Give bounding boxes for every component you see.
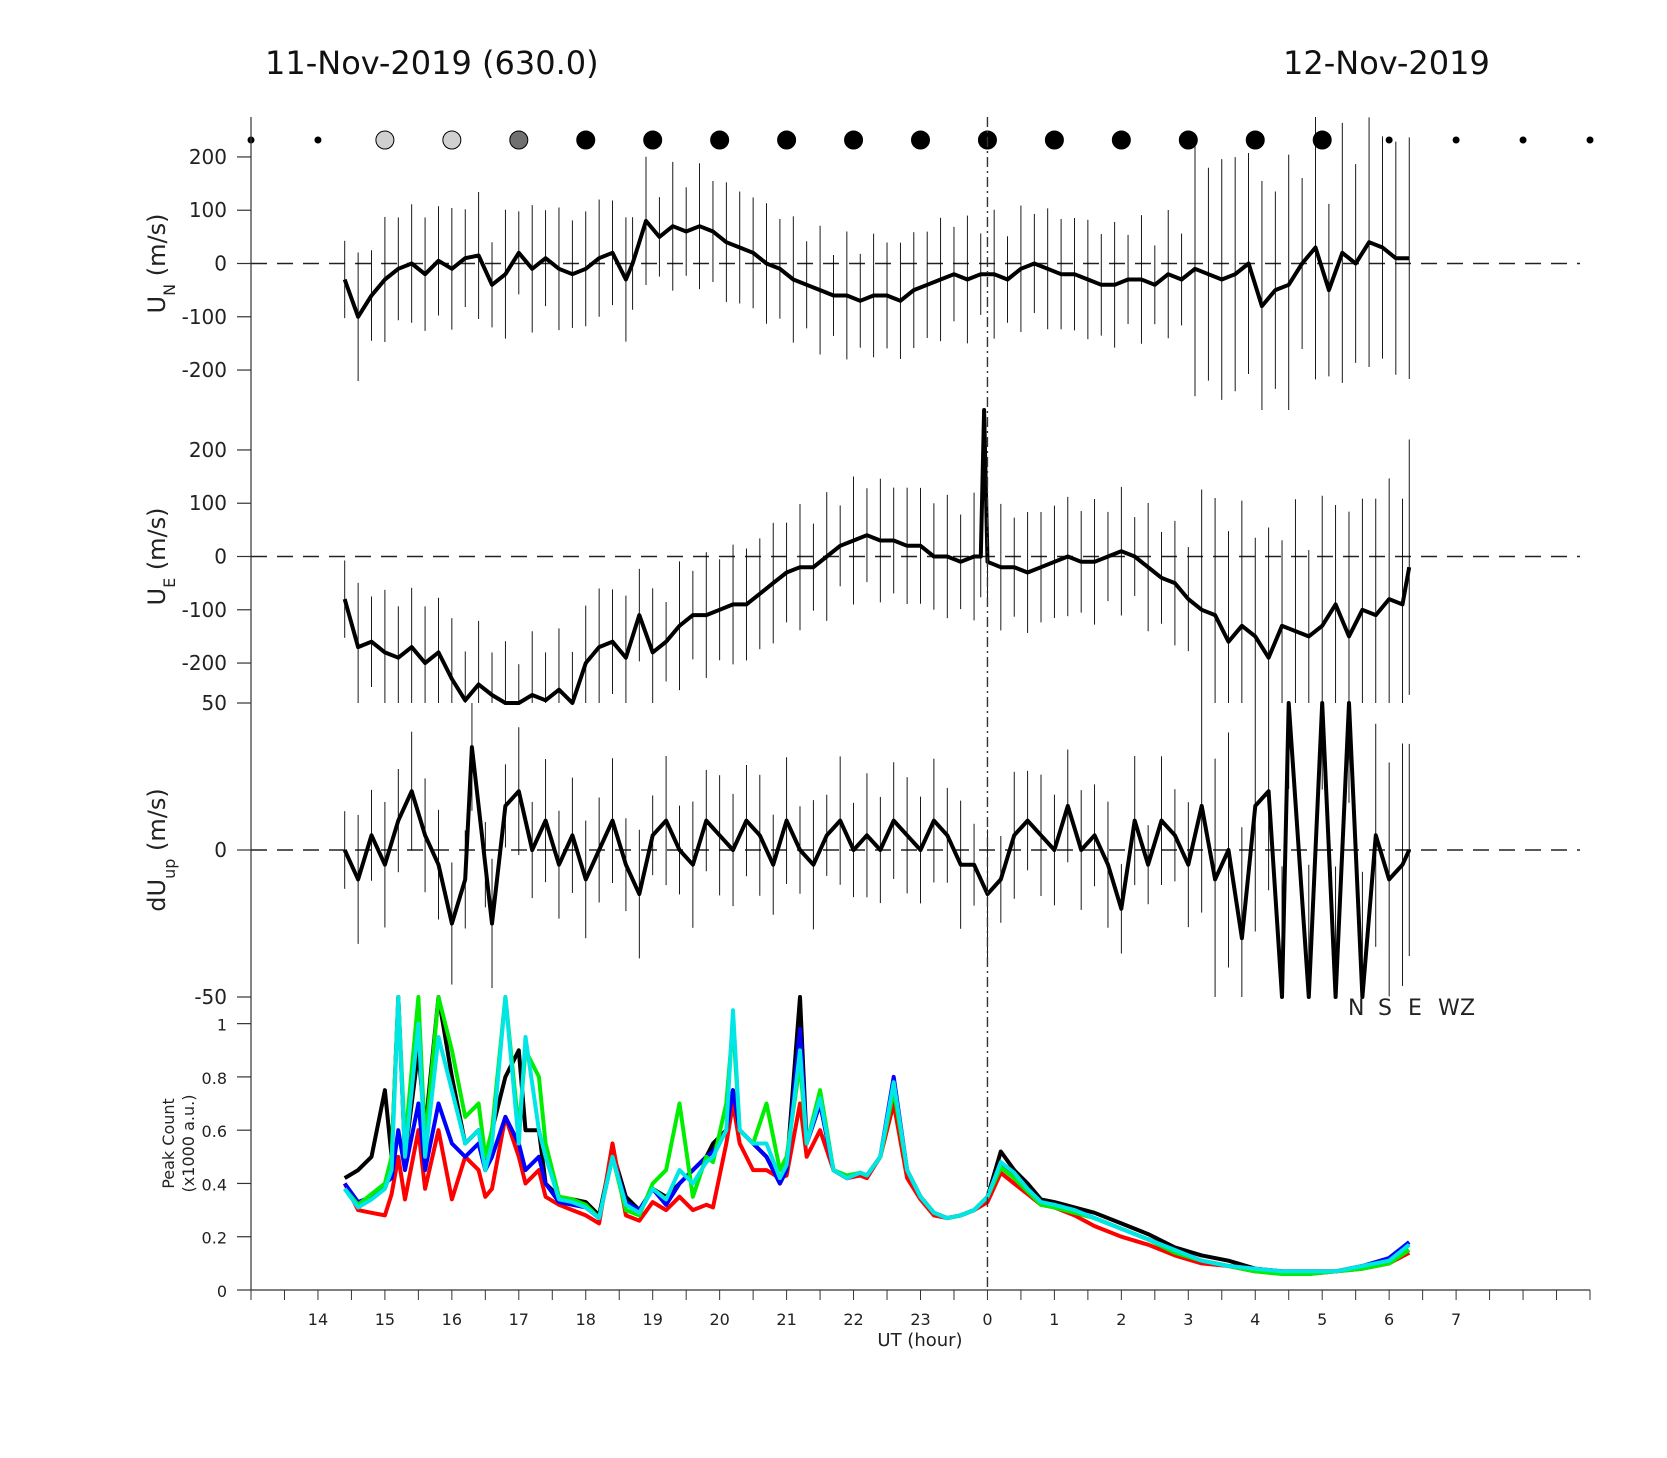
y-axis-label-unit: (x1000 a.u.) [179,1095,198,1193]
cloud-marker [509,130,529,150]
y-tick-label: -100 [182,305,227,329]
legend-entry-S: S [1378,996,1392,1021]
cloud-marker [1586,136,1594,144]
cloud-marker [1519,136,1527,144]
y-tick-label: -100 [182,598,227,622]
panel-north-wind: 200 100 0 -100 -200 UN (m/s) [143,117,1580,410]
y-tick-label: 0 [214,252,227,276]
x-tick-label: 18 [576,1310,596,1329]
x-tick-label: 15 [375,1310,395,1329]
y-tick-label: 0 [217,1282,227,1301]
series-line [342,408,1412,705]
y-tick-label: 100 [189,491,227,515]
y-tick-label: 200 [189,145,227,169]
y-tick-label: -200 [182,651,227,675]
x-tick-label: 17 [509,1310,529,1329]
y-tick-label: 0 [214,545,227,569]
series-line [342,218,1410,319]
cloud-marker [1245,130,1265,150]
cloud-marker [442,130,462,150]
legend-entry-N: N [1348,996,1364,1021]
x-tick-label: 6 [1384,1310,1394,1329]
x-axis-label: UT (hour) [877,1330,962,1351]
x-tick-label: 21 [776,1310,796,1329]
cloud-marker [375,130,395,150]
cloud-marker [1111,130,1131,150]
y-tick-label: 50 [202,691,227,715]
series-line-S [342,1101,1411,1276]
y-tick-label: 0 [214,838,227,862]
cloud-marker [1452,136,1460,144]
series-line-Z [343,995,1411,1274]
x-tick-label: 2 [1116,1310,1126,1329]
panel-vertical-wind: 50 0 -50 dUup (m/s) [143,691,1580,1009]
y-tick-label: -200 [182,358,227,382]
chart-title-right: 12-Nov-2019 [1283,44,1490,82]
chart-title-left: 11-Nov-2019 (630.0) [265,44,599,82]
x-tick-label: 14 [308,1310,328,1329]
series-line-N [343,995,1411,1274]
y-tick-label: 200 [189,438,227,462]
cloud-marker [911,130,930,150]
y-tick-label: 0.6 [202,1122,227,1141]
x-tick-label: 20 [709,1310,729,1329]
cloud-marker [710,130,730,150]
x-tick-label: 19 [643,1310,663,1329]
x-tick-label: 7 [1451,1310,1461,1329]
legend-entry-W: W [1438,996,1460,1021]
cloud-marker [844,130,864,150]
series-line-E [343,1027,1411,1274]
y-tick-label: -50 [194,985,227,1009]
y-tick-label: 100 [189,198,227,222]
x-tick-label: 22 [843,1310,863,1329]
y-tick-label: 0.2 [202,1229,227,1248]
x-tick-label: 5 [1317,1310,1327,1329]
series-line-W [343,995,1411,1276]
legend-entry-Z: Z [1460,996,1475,1021]
y-axis-label: UE (m/s) [143,507,179,605]
legend-entry-E: E [1408,996,1422,1021]
x-tick-label: 0 [982,1310,992,1329]
cloud-marker [576,130,596,150]
y-axis-label: dUup (m/s) [143,788,179,911]
x-tick-label: 1 [1049,1310,1059,1329]
cloud-marker [1385,136,1393,144]
y-tick-label: 0.4 [202,1175,227,1194]
y-axis-label: UN (m/s) [143,214,179,314]
y-tick-label: 1 [217,1016,227,1035]
panel-east-wind: 200 100 0 -100 -200 UE (m/s) [143,408,1580,705]
cloud-marker [314,136,322,144]
cloud-marker [1312,130,1332,150]
series-line [342,701,1412,999]
cloud-marker [1178,130,1198,150]
cloud-marker-row [247,130,1594,150]
x-tick-label: 4 [1250,1310,1260,1329]
y-tick-label: 0.8 [202,1069,227,1088]
y-axis-label: Peak Count [159,1098,178,1189]
x-tick-label: 16 [442,1310,462,1329]
cloud-marker [1044,130,1064,150]
cloud-marker [777,130,797,150]
x-tick-label: 23 [910,1310,930,1329]
x-tick-label: 3 [1183,1310,1193,1329]
cloud-marker [643,130,663,150]
